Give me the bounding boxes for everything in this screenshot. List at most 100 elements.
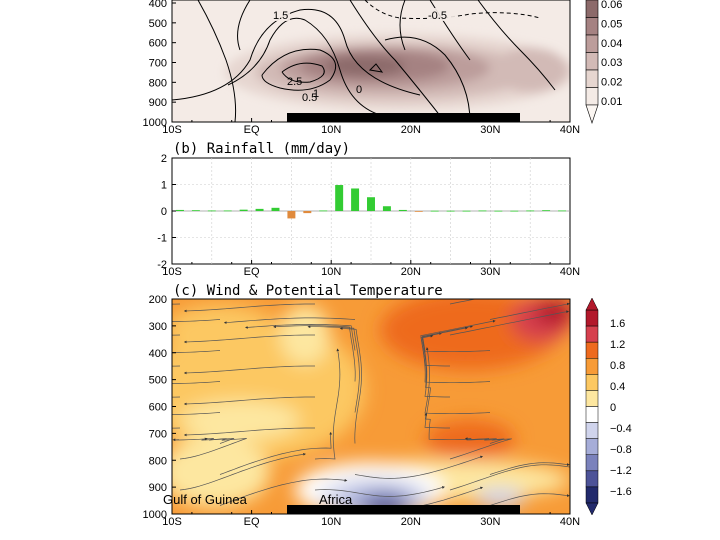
streamline — [172, 437, 235, 444]
streamline — [421, 334, 450, 429]
streamline — [449, 437, 512, 460]
bar — [351, 188, 360, 211]
y-tick-label: 600 — [149, 38, 167, 50]
bar — [207, 210, 216, 212]
colorbar-label: 0.8 — [610, 360, 625, 372]
streamline — [273, 325, 356, 382]
streamline — [179, 437, 247, 460]
streamline — [420, 319, 496, 367]
x-tick-label: 20N — [401, 516, 421, 528]
x-tick-label: EQ — [244, 516, 260, 528]
colorbar-label: −1.2 — [610, 465, 632, 477]
streamline — [183, 334, 315, 344]
bar — [414, 211, 423, 212]
x-tick-label: 10S — [162, 266, 182, 278]
streamline — [219, 478, 348, 506]
colorbar-label: 0.02 — [601, 77, 622, 89]
colorbar-swatch — [585, 0, 599, 18]
colorbar-label: −1.6 — [610, 486, 632, 498]
streamline — [422, 326, 468, 398]
x-tick-label: 10N — [321, 516, 341, 528]
colorbar-label: 0 — [610, 402, 616, 414]
bar — [462, 210, 471, 212]
y-tick-label: 900 — [149, 482, 167, 494]
bar — [510, 210, 519, 212]
bar — [319, 210, 328, 212]
y-tick-label: 1 — [161, 180, 167, 192]
colorbar-swatch — [585, 438, 599, 455]
streamline — [219, 431, 333, 475]
x-tick-label: EQ — [244, 124, 260, 136]
bar — [335, 185, 344, 211]
x-tick-label: 40N — [560, 516, 580, 528]
y-tick-label: -2 — [157, 259, 167, 271]
streamline — [314, 348, 341, 460]
y-tick-label: 2 — [161, 153, 167, 165]
x-tick-label: 10N — [321, 124, 341, 136]
colorbar-label: 1.2 — [610, 339, 625, 351]
colorbar-arrow — [585, 297, 599, 311]
colorbar-swatch — [585, 341, 599, 359]
colorbar-swatch — [585, 325, 599, 343]
y-tick-label: 300 — [149, 321, 167, 333]
colorbar-swatch — [585, 422, 599, 439]
x-tick-label: 20N — [401, 266, 421, 278]
bar — [494, 210, 503, 212]
bar — [398, 209, 407, 211]
streamline — [172, 412, 221, 415]
bar — [526, 210, 535, 212]
colorbar-swatch — [585, 374, 599, 391]
bar — [239, 209, 248, 211]
streamline — [339, 327, 362, 444]
colorbar-label: 1.6 — [610, 318, 625, 330]
panel-c-title: (c) Wind & Potential Temperature — [173, 283, 443, 299]
x-tick-label: EQ — [244, 266, 260, 278]
colorbar-swatch — [585, 309, 599, 327]
streamline — [354, 455, 484, 479]
colorbar-label: 0.04 — [601, 38, 622, 50]
x-tick-label: 40N — [560, 266, 580, 278]
colorbar-swatch — [585, 52, 599, 71]
x-tick-label: 40N — [560, 124, 580, 136]
streamline — [449, 464, 570, 491]
x-tick-label: 10S — [162, 516, 182, 528]
colorbar-swatch — [585, 454, 599, 472]
colorbar-swatch — [585, 87, 599, 106]
colorbar-swatch — [585, 17, 599, 36]
y-tick-label: 200 — [149, 294, 167, 306]
streamline — [424, 412, 505, 444]
streamline — [489, 493, 570, 506]
panel-c: (c) Wind & Potential Temperature — [143, 283, 632, 528]
bar — [303, 211, 312, 214]
colorbar-label: 0.03 — [601, 57, 622, 69]
contour-label: -0.5 — [428, 10, 447, 22]
x-tick-label: 30N — [480, 516, 500, 528]
y-tick-label: 1000 — [143, 117, 167, 129]
bar — [367, 197, 375, 211]
contour-label: 0.5 — [302, 92, 317, 104]
streamline — [172, 350, 221, 353]
panel-b-title: (b) Rainfall (mm/day) — [173, 141, 350, 157]
panel-a: 1.5 -0.5 2.5 1 0.5 0 400 500 600 700 800 900 1… — [143, 0, 622, 136]
bar — [255, 208, 264, 211]
bar — [478, 210, 487, 212]
colorbar-swatch — [585, 406, 599, 423]
panel-a-colorbar: 0.06 0.05 0.04 0.03 0.02 0.01 — [585, 0, 622, 124]
streamline — [314, 486, 445, 497]
y-tick-label: 400 — [149, 0, 167, 10]
bar — [542, 210, 551, 212]
streamline — [179, 452, 306, 491]
colorbar-swatch — [585, 390, 599, 407]
bar — [175, 209, 184, 211]
y-tick-label: 500 — [149, 375, 167, 387]
bar — [430, 210, 439, 212]
bar — [382, 206, 391, 211]
contour-label: 1 — [313, 88, 319, 100]
y-tick-label: 400 — [149, 348, 167, 360]
streamline — [172, 381, 221, 384]
colorbar-swatch — [585, 69, 599, 88]
x-tick-label: 30N — [480, 266, 500, 278]
